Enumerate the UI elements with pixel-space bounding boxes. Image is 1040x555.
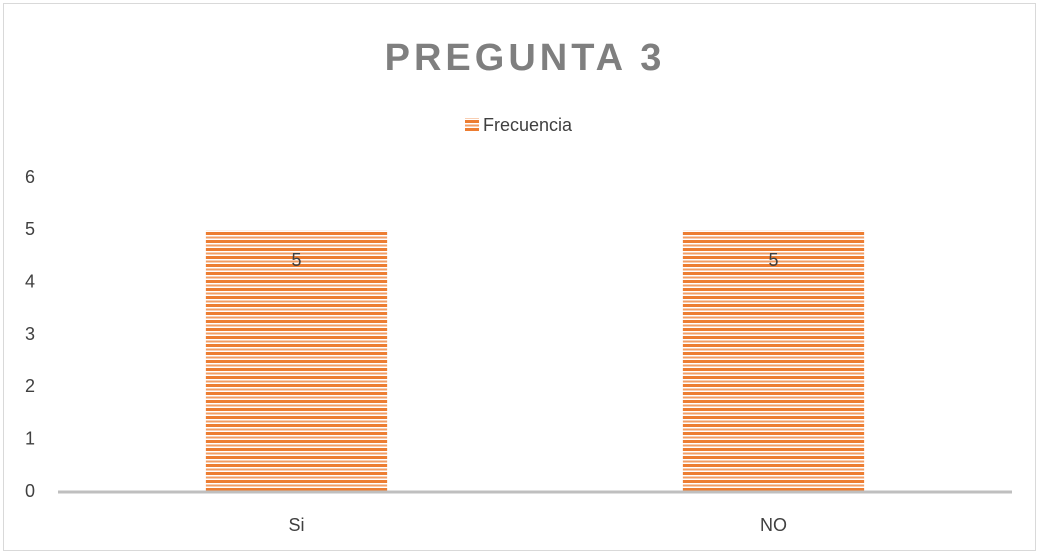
- y-tick-label: 1: [25, 428, 35, 448]
- chart-title: PREGUNTA 3: [385, 37, 666, 79]
- y-tick-label: 6: [25, 167, 35, 187]
- bar: [682, 230, 865, 493]
- legend-swatch: [465, 118, 479, 132]
- y-tick-label: 0: [25, 481, 35, 501]
- chart-border: [3, 3, 1036, 551]
- legend-label: Frecuencia: [483, 115, 573, 135]
- x-tick-label: Si: [288, 515, 304, 535]
- data-label: 5: [291, 250, 301, 270]
- y-tick-label: 4: [25, 271, 35, 291]
- bar: [205, 230, 388, 493]
- data-label: 5: [768, 250, 778, 270]
- y-tick-label: 5: [25, 219, 35, 239]
- x-tick-label: NO: [760, 515, 787, 535]
- y-tick-label: 3: [25, 324, 35, 344]
- y-tick-label: 2: [25, 376, 35, 396]
